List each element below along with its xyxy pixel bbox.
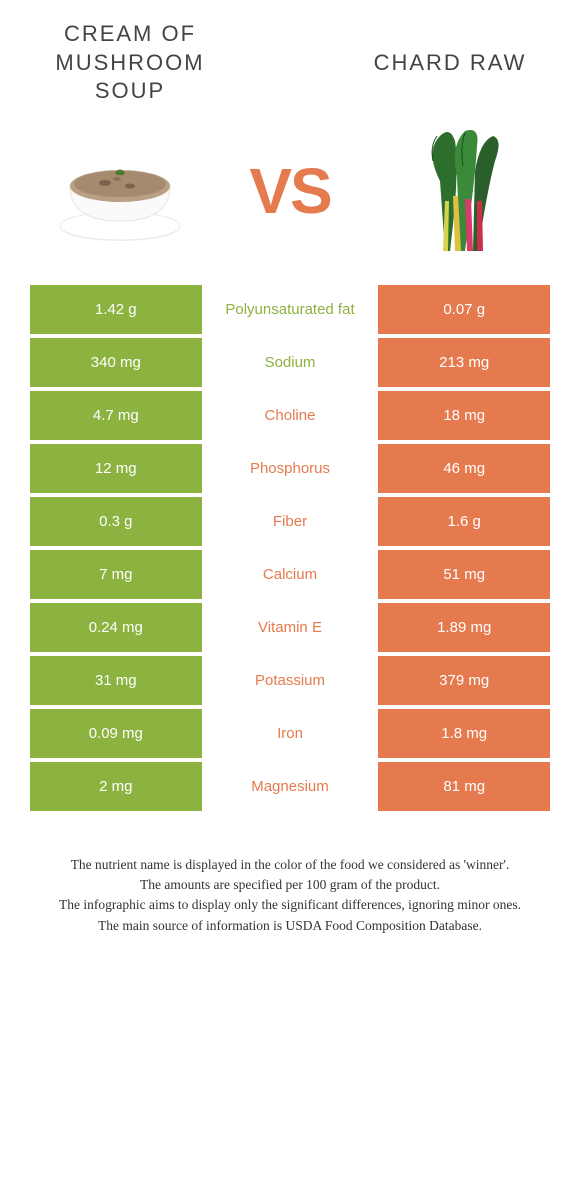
value-right: 379 mg xyxy=(378,656,550,705)
value-left: 4.7 mg xyxy=(30,391,202,440)
value-right: 46 mg xyxy=(378,444,550,493)
nutrient-label: Fiber xyxy=(202,497,379,546)
vs-label: VS xyxy=(249,154,330,228)
nutrient-label: Phosphorus xyxy=(202,444,379,493)
value-right: 1.89 mg xyxy=(378,603,550,652)
table-row: 0.24 mgVitamin E1.89 mg xyxy=(30,603,550,652)
table-row: 4.7 mgCholine18 mg xyxy=(30,391,550,440)
value-right: 51 mg xyxy=(378,550,550,599)
table-row: 12 mgPhosphorus46 mg xyxy=(30,444,550,493)
value-right: 18 mg xyxy=(378,391,550,440)
value-left: 0.09 mg xyxy=(30,709,202,758)
value-left: 340 mg xyxy=(30,338,202,387)
value-left: 7 mg xyxy=(30,550,202,599)
soup-icon xyxy=(45,131,195,251)
value-left: 2 mg xyxy=(30,762,202,811)
table-row: 2 mgMagnesium81 mg xyxy=(30,762,550,811)
nutrient-label: Sodium xyxy=(202,338,379,387)
footer-line: The main source of information is USDA F… xyxy=(40,916,540,936)
table-row: 31 mgPotassium379 mg xyxy=(30,656,550,705)
table-row: 0.3 gFiber1.6 g xyxy=(30,497,550,546)
nutrient-label: Magnesium xyxy=(202,762,379,811)
title-right: CHARD RAW xyxy=(350,49,550,78)
table-row: 1.42 gPolyunsaturated fat0.07 g xyxy=(30,285,550,334)
nutrient-label: Choline xyxy=(202,391,379,440)
value-right: 81 mg xyxy=(378,762,550,811)
title-left: CREAM OF MUSHROOM SOUP xyxy=(30,20,230,106)
value-left: 12 mg xyxy=(30,444,202,493)
nutrient-label: Vitamin E xyxy=(202,603,379,652)
nutrient-label: Polyunsaturated fat xyxy=(202,285,379,334)
value-left: 0.3 g xyxy=(30,497,202,546)
nutrient-table: 1.42 gPolyunsaturated fat0.07 g340 mgSod… xyxy=(30,281,550,815)
value-right: 0.07 g xyxy=(378,285,550,334)
table-row: 0.09 mgIron1.8 mg xyxy=(30,709,550,758)
soup-image xyxy=(40,126,200,256)
chard-image xyxy=(380,126,540,256)
table-row: 340 mgSodium213 mg xyxy=(30,338,550,387)
chard-icon xyxy=(395,121,525,261)
table-row: 7 mgCalcium51 mg xyxy=(30,550,550,599)
value-right: 1.8 mg xyxy=(378,709,550,758)
value-left: 31 mg xyxy=(30,656,202,705)
nutrient-label: Potassium xyxy=(202,656,379,705)
value-right: 1.6 g xyxy=(378,497,550,546)
nutrient-label: Iron xyxy=(202,709,379,758)
footer-line: The amounts are specified per 100 gram o… xyxy=(40,875,540,895)
header-row: CREAM OF MUSHROOM SOUP CHARD RAW xyxy=(30,20,550,106)
value-left: 1.42 g xyxy=(30,285,202,334)
footer-line: The infographic aims to display only the… xyxy=(40,895,540,915)
images-row: VS xyxy=(30,126,550,256)
value-right: 213 mg xyxy=(378,338,550,387)
value-left: 0.24 mg xyxy=(30,603,202,652)
footer-notes: The nutrient name is displayed in the co… xyxy=(30,855,550,936)
nutrient-label: Calcium xyxy=(202,550,379,599)
footer-line: The nutrient name is displayed in the co… xyxy=(40,855,540,875)
